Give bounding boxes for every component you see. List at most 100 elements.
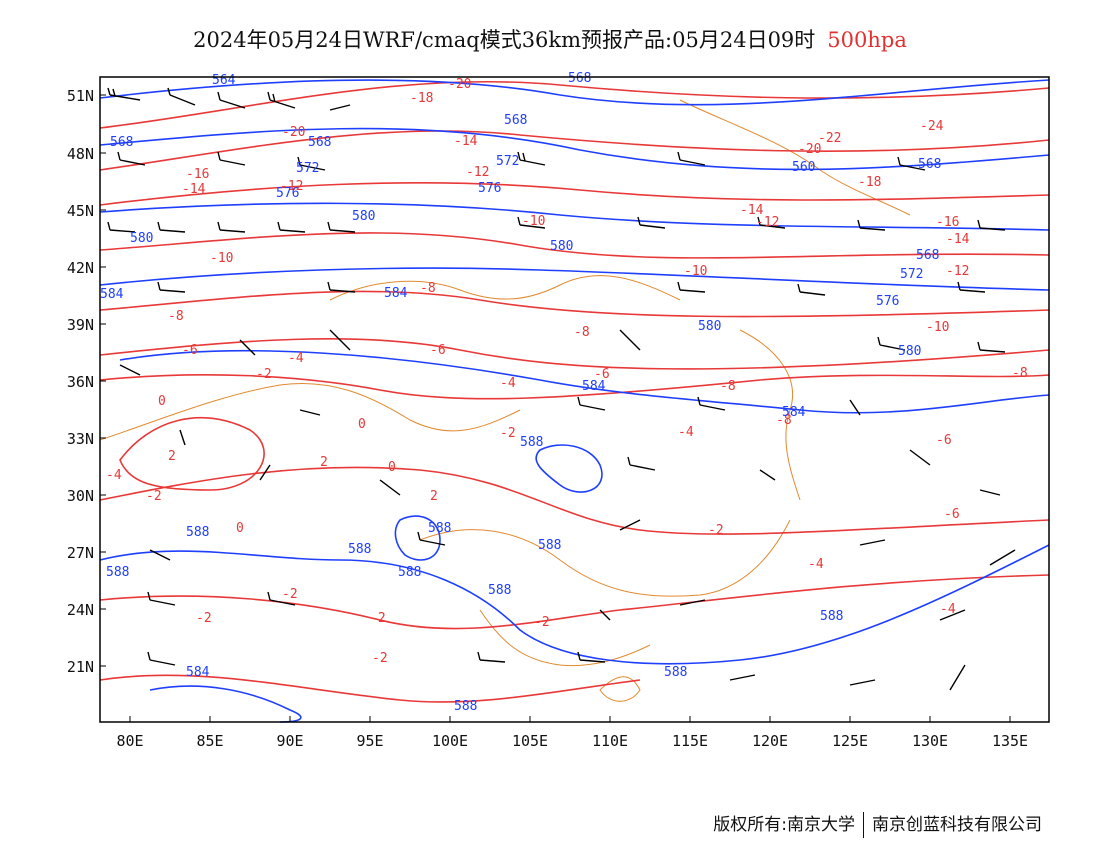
temperature-label: -2 [282,587,298,602]
geopotential-label: 584 [186,665,210,680]
temperature-label: -12 [466,165,489,180]
geopotential-contour [99,267,1050,291]
temperature-contour [99,674,641,703]
wind-barb [179,429,186,446]
lon-label-100e: 100E [431,732,469,750]
temperature-label: -2 [534,615,550,630]
wind-barb [417,531,446,546]
wind-barb [147,591,176,606]
geopotential-contour [535,444,603,493]
temperature-contour [119,417,265,491]
temperature-label: -2 [256,367,272,382]
geopotential-label: 568 [568,71,591,86]
lon-label-85e: 85E [196,732,224,750]
lat-label-45n: 45N [66,202,94,220]
lat-label-39n: 39N [66,316,94,334]
boundary-layer [99,99,911,702]
wind-barb [217,91,246,109]
temperature-label: -10 [684,264,707,279]
temperature-label: 2 [430,489,438,504]
geopotential-label: 588 [538,538,561,553]
temperature-label: -4 [106,468,122,483]
wind-barb [297,156,326,171]
wind-barb [797,283,826,296]
wind-barb [107,221,136,233]
geopotential-label: 588 [664,665,687,680]
temperature-label: -6 [182,343,198,358]
temperature-label: -4 [678,425,694,440]
wind-barb [979,489,1001,496]
geopotential-label: 588 [106,565,129,580]
temperature-label: -12 [280,179,303,194]
wind-barb [107,87,141,101]
temperature-label: -6 [594,367,610,382]
wind-barb [147,651,176,666]
wind-barb [157,221,186,233]
temperature-labels: -20 -18 -20 -16 -14 -12 -14 -12 -24 -22 … [106,77,1028,666]
temperature-label: -2 [372,651,388,666]
temperature-contour [99,130,1050,171]
geopotential-label: 580 [898,344,921,359]
wind-barb [217,221,246,233]
title-main: 2024年05月24日WRF/cmaq模式36km预报产品:05月24日09时 [193,28,816,52]
wind-barb [329,329,351,351]
boundary-line [479,609,651,667]
geopotential-label: 580 [550,239,573,254]
geopotential-label: 588 [820,609,843,624]
temperature-contour [99,466,1050,535]
boundary-line [329,275,681,301]
geopotential-label: 588 [454,699,477,714]
wind-barb [697,396,726,411]
geopotential-label: 568 [110,135,133,150]
temperature-label: -4 [500,376,516,391]
copyright-divider [863,812,864,838]
lon-label-90e: 90E [276,732,304,750]
wind-barb [157,281,186,293]
geopotential-labels: 564 568 568 568 568 572 572 576 576 560 … [100,71,941,714]
temperature-label: -10 [522,214,545,229]
wind-barb [757,216,786,229]
temperature-label: -2 [708,523,724,538]
wind-barb [619,519,641,531]
temperature-label: -14 [182,182,206,197]
temperature-label: -2 [500,426,516,441]
wind-barb [627,456,656,471]
temperature-label: -18 [410,91,433,106]
wind-barb [267,91,296,109]
copyright-footer: 版权所有:南京大学 南京创蓝科技有限公司 [713,810,1042,838]
wind-barb [729,674,756,681]
wind-barb [939,609,966,621]
temperature-label: -20 [448,77,471,92]
geopotential-label: 564 [212,73,236,88]
wind-barb [167,87,196,106]
wind-barb [259,464,271,481]
temperature-label: -8 [776,413,792,428]
copyright-company: 南京创蓝科技有限公司 [872,815,1042,835]
temperature-label: -12 [756,215,779,230]
wind-barb [379,479,401,496]
geopotential-contour [99,79,1050,106]
temperature-label: -6 [944,507,960,522]
wind-barb [119,364,141,376]
lon-label-95e: 95E [356,732,384,750]
lon-label-135e: 135E [991,732,1029,750]
geopotential-label: 588 [520,435,543,450]
temperature-label: -4 [288,351,304,366]
temperature-contour [99,181,1050,206]
wind-barb [859,539,886,546]
geopotential-contour [149,685,302,723]
geopotential-label: 588 [428,521,451,536]
lat-label-21n: 21N [66,658,94,676]
lat-label-51n: 51N [66,87,94,105]
temperature-label: -8 [574,325,590,340]
wind-barb [909,449,931,466]
wind-barb [759,469,776,481]
boundary-line [599,676,641,702]
temperature-label: 2 [320,455,328,470]
temperature-label: -20 [282,125,305,140]
geopotential-label: 572 [900,267,923,282]
temperature-label: -14 [454,134,478,149]
lat-label-33n: 33N [66,430,94,448]
wind-barb [877,336,906,351]
